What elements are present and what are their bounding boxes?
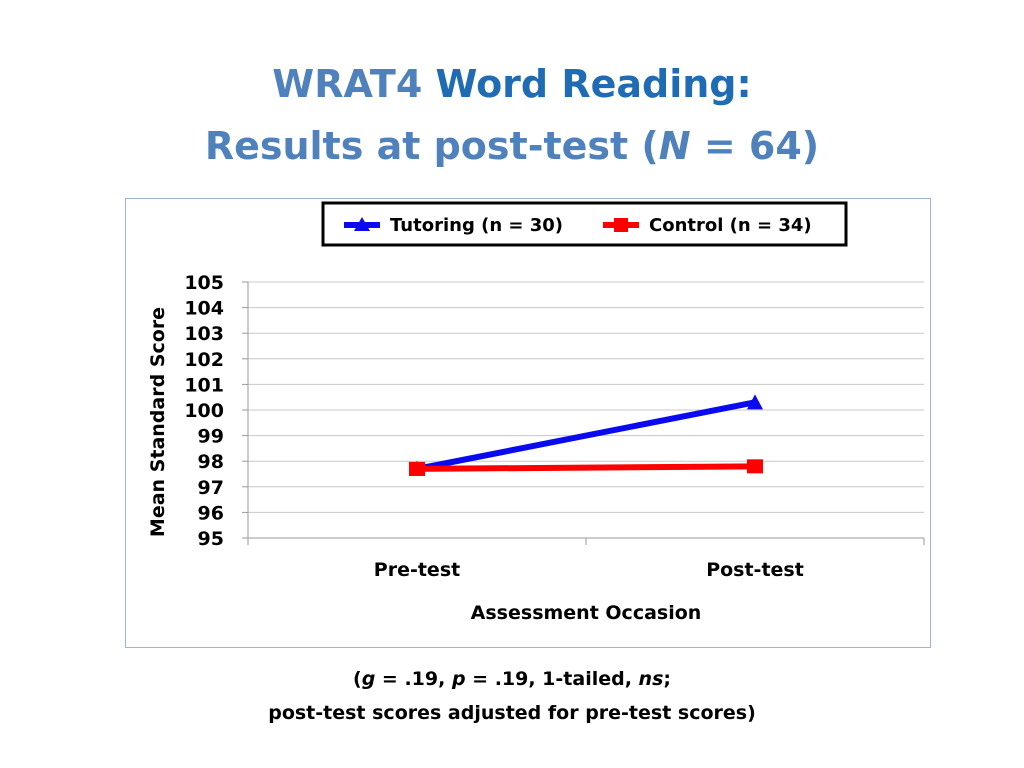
series-1-point-0	[409, 461, 425, 476]
footnote-p-symbol: p	[451, 668, 466, 690]
y-tick-label-105: 105	[184, 272, 224, 294]
y-tick-label-97: 97	[198, 477, 224, 499]
line-chart: 95 96 97 98 99 100 101 102 103 104 105 Pre-test Post…	[147, 201, 925, 624]
footnote-g-symbol: g	[361, 668, 376, 690]
y-tick-label-101: 101	[184, 374, 224, 396]
series-0-point-1	[747, 394, 763, 410]
x-axis-title: Assessment Occasion	[471, 602, 702, 624]
title-n-value: = 64)	[690, 124, 820, 168]
footnote-line-2: post-test scores adjusted for pre-test s…	[268, 702, 756, 724]
footnote-p-value: = .19, 1-tailed,	[465, 668, 639, 690]
footnote-g-value: = .19,	[375, 668, 452, 690]
x-tick-label-0: Pre-test	[374, 559, 460, 581]
legend-marker-1	[614, 218, 628, 232]
legend-label-0: Tutoring (n = 30)	[390, 215, 563, 236]
y-tick-label-102: 102	[184, 349, 224, 371]
legend-label-1: Control (n = 34)	[649, 215, 812, 236]
y-tick-label-103: 103	[184, 323, 224, 345]
title-results: Results at post-test (	[204, 124, 659, 168]
series-1-point-1	[747, 459, 763, 474]
legend-marker-0	[354, 217, 370, 231]
footnote-line-1: (g = .19, p = .19, 1-tailed, ns;	[0, 668, 1024, 690]
footnote-open-paren: (	[353, 668, 362, 690]
title-wrat4: WRAT4	[272, 62, 423, 106]
legend-box	[321, 201, 848, 247]
y-tick-label-100: 100	[184, 400, 224, 422]
title-line-2: Results at post-test (N = 64)	[0, 124, 1024, 168]
series-line-1	[416, 463, 756, 472]
chart-area: 95 96 97 98 99 100 101 102 103 104 105 Pre-test Post…	[125, 198, 931, 648]
y-tick-label-104: 104	[184, 298, 224, 320]
footnote-ns: ns	[638, 668, 664, 690]
y-tick-label-95: 95	[198, 528, 224, 550]
title-n-symbol: N	[658, 124, 691, 168]
y-axis-title: Mean Standard Score	[147, 307, 169, 537]
title-word-reading: Word Reading:	[435, 62, 752, 106]
series-line-0	[416, 399, 756, 472]
x-tick-label-1: Post-test	[706, 559, 804, 581]
title-line-1: WRAT4 Word Reading:	[0, 62, 1024, 106]
footnote-semicolon: ;	[663, 668, 671, 690]
y-tick-label-96: 96	[198, 502, 224, 524]
y-tick-label-99: 99	[198, 426, 224, 448]
y-tick-label-98: 98	[198, 451, 224, 473]
